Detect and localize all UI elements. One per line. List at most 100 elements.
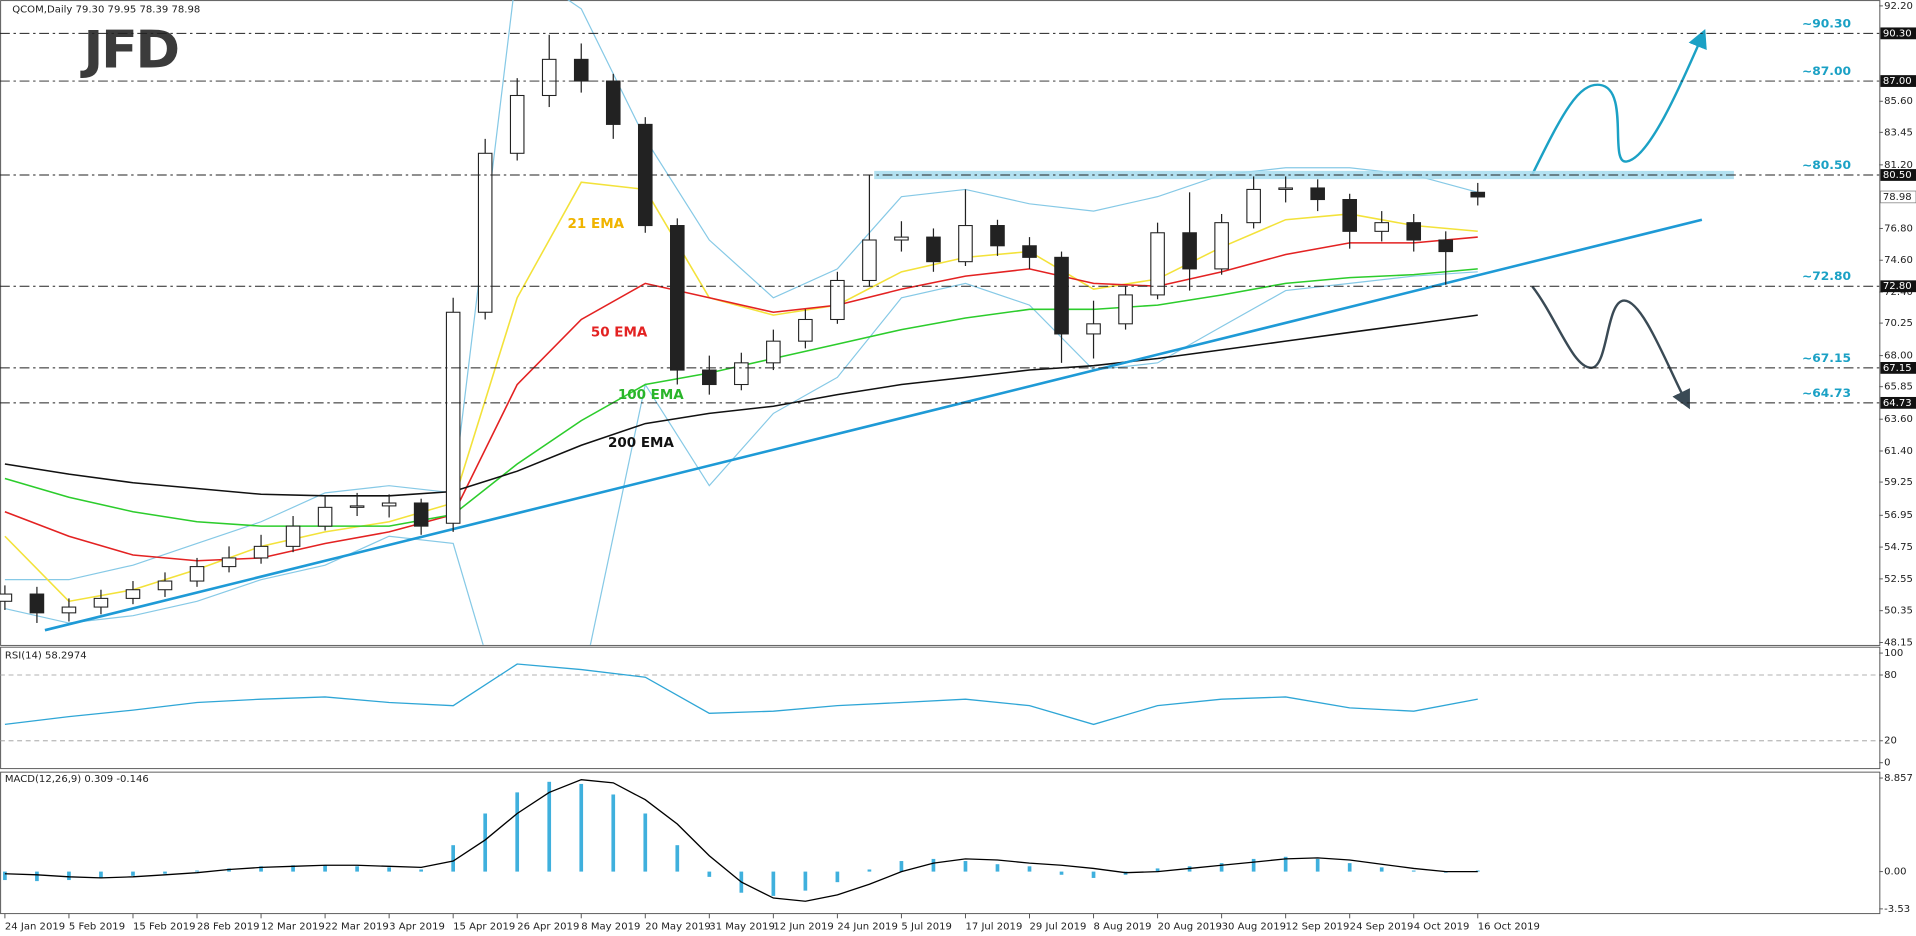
candle-body (1022, 245, 1037, 258)
level-label: ~80.50 (1802, 158, 1851, 172)
candle-body (990, 225, 1005, 247)
macd-bar (835, 871, 840, 883)
candle-body (798, 318, 813, 342)
candle-body (509, 94, 525, 154)
candle-body (1246, 188, 1261, 224)
macd-bar (1475, 870, 1480, 872)
x-tick-label: 24 Jan 2019 (5, 922, 65, 933)
macd-bar (899, 861, 904, 872)
macd-bar (1155, 868, 1160, 872)
candle-body (862, 239, 877, 281)
y-tick-label: 61.40 (1884, 446, 1913, 457)
macd-bar (675, 845, 680, 872)
candle-body (125, 589, 141, 599)
y-tick-label: 54.75 (1884, 542, 1913, 553)
macd-bar (1027, 866, 1032, 872)
candle-body (0, 593, 13, 602)
candle-body (1406, 222, 1422, 241)
y-tick-label: 81.20 (1884, 160, 1913, 171)
candle-body (670, 225, 685, 371)
x-tick-label: 5 Feb 2019 (69, 922, 125, 933)
candle-body (1054, 256, 1069, 335)
candle-body (958, 225, 973, 263)
macd-bar (99, 871, 103, 878)
x-tick-label: 4 Oct 2019 (1414, 922, 1470, 933)
level-axis-label: 64.73 (1883, 398, 1912, 409)
macd-bar (1251, 858, 1256, 872)
level-label: ~64.73 (1802, 386, 1851, 400)
y-tick-label: -3.53 (1884, 904, 1910, 915)
candle-body (1150, 232, 1165, 296)
bollinger-band (4, 271, 1478, 645)
candle-body (1086, 323, 1101, 335)
macd-bar (643, 813, 648, 872)
last-price-box (1880, 190, 1916, 204)
macd-bar (387, 867, 391, 872)
level-axis-box (1880, 27, 1916, 40)
x-tick-label: 16 Oct 2019 (1478, 922, 1540, 933)
candle-body (1470, 191, 1486, 198)
scenario-down-arrow (1531, 285, 1690, 410)
macd-panel (0, 771, 1881, 915)
macd-bar (611, 794, 616, 872)
y-tick-label: 56.95 (1884, 510, 1913, 521)
macd-bar (547, 781, 552, 872)
x-tick-label: 15 Feb 2019 (133, 922, 196, 933)
y-tick-label: 80 (1884, 670, 1897, 681)
level-axis-box (1880, 280, 1916, 293)
macd-bar (163, 871, 167, 874)
macd-bar (67, 871, 71, 881)
x-tick-label: 24 Sep 2019 (1350, 922, 1414, 933)
y-tick-label: 76.80 (1884, 224, 1913, 235)
y-tick-label: 0.00 (1884, 867, 1906, 878)
rsi-line (4, 663, 1478, 726)
y-tick-label: 65.85 (1884, 382, 1913, 393)
ema-label: 50 EMA (591, 326, 648, 341)
macd-bar (771, 871, 776, 896)
ema-label: 200 EMA (608, 436, 675, 451)
macd-bar (803, 871, 808, 891)
candle-body (605, 80, 621, 125)
x-tick-label: 28 Feb 2019 (197, 922, 260, 933)
x-tick-label: 3 Apr 2019 (389, 922, 445, 933)
level-axis-label: 67.15 (1883, 363, 1912, 374)
y-tick-label: 48.15 (1884, 638, 1913, 649)
candle-body (573, 58, 589, 82)
y-tick-label: 50.35 (1884, 606, 1913, 617)
candle-body (734, 362, 749, 386)
candle-body (1278, 187, 1293, 190)
y-tick-label: 68.00 (1884, 351, 1913, 362)
chart-header: QCOM,Daily 79.30 79.95 78.39 78.98 (12, 5, 200, 16)
y-tick-label: 100 (1884, 648, 1903, 659)
level-axis-label: 87.00 (1883, 76, 1912, 87)
candle-body (541, 58, 557, 97)
macd-title: MACD(12,26,9) 0.309 -0.146 (5, 774, 149, 785)
macd-bar (195, 870, 199, 872)
macd-bar (867, 869, 872, 872)
macd-bar (131, 871, 135, 876)
y-tick-label: 70.25 (1884, 318, 1913, 329)
candle-body (702, 369, 717, 386)
x-tick-label: 8 May 2019 (581, 922, 640, 933)
y-tick-label: 8.857 (1884, 773, 1913, 784)
x-tick-label: 30 Aug 2019 (1222, 922, 1286, 933)
level-axis-label: 72.80 (1883, 281, 1912, 292)
candle-body (157, 580, 173, 591)
x-tick-label: 20 May 2019 (645, 922, 711, 933)
macd-bar (1091, 871, 1096, 878)
macd-bar (35, 871, 39, 882)
macd-bar (1411, 870, 1416, 872)
x-tick-label: 5 Jul 2019 (901, 922, 951, 933)
candle-body (1214, 222, 1229, 270)
y-tick-label: 52.55 (1884, 574, 1913, 585)
candle-body (29, 593, 45, 614)
x-tick-label: 22 Mar 2019 (325, 922, 389, 933)
level-label: ~87.00 (1802, 64, 1851, 78)
logo: JFD (80, 20, 178, 80)
macd-bar (419, 869, 423, 872)
candle-body (221, 557, 237, 568)
candle-body (926, 236, 941, 263)
level-label: ~72.80 (1802, 269, 1851, 283)
macd-bar (1283, 856, 1288, 872)
